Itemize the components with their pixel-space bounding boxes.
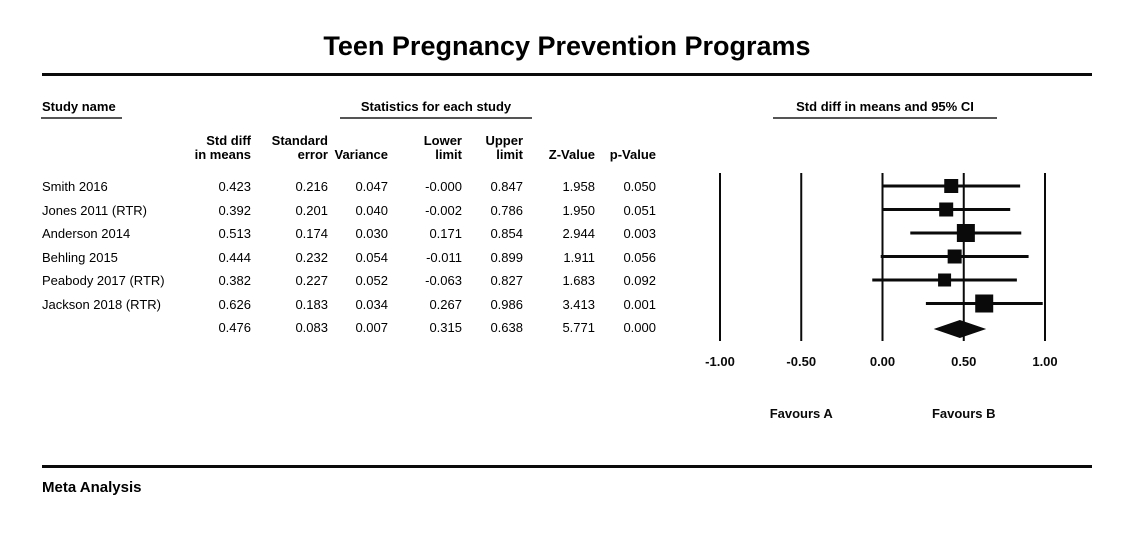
stat-value-cell: 0.050 [623,179,656,194]
column-header: Std diff in means [194,132,251,163]
column-header: Lower limit [423,132,462,163]
forest-plot-group-header: Std diff in means and 95% CI [773,99,997,119]
stat-value-cell: 0.392 [218,202,251,218]
top-rule [42,73,1092,76]
stat-value-cell: 0.083 [295,320,328,335]
column-header: Variance [334,147,389,163]
axis-tick-label: -0.50 [786,354,816,369]
stat-value-cell: -0.011 [426,249,462,265]
stat-value-cell: -0.063 [425,273,462,288]
stat-value-cell: 5.771 [562,320,595,335]
stat-value-cell: 0.444 [218,249,251,265]
stat-value-cell: 0.423 [218,179,251,194]
stat-value-cell: 0.232 [295,249,328,265]
favours-right-label: Favours B [932,406,996,421]
axis-tick-label: 1.00 [1032,354,1057,369]
stat-value-cell: 0.827 [490,273,523,288]
stat-value-cell: 0.007 [355,320,388,335]
stat-value-cell: 0.513 [218,226,251,241]
stat-value-cell: 0.986 [490,296,523,312]
effect-size-square [947,249,962,264]
axis-tick-label: -1.00 [705,354,735,369]
favours-left-label: Favours A [770,406,834,421]
bottom-rule [42,465,1092,468]
report-title: Teen Pregnancy Prevention Programs [323,31,811,61]
stat-value-cell: -0.000 [425,179,462,194]
study-name-cell: Anderson 2014 [42,226,131,241]
column-header: Z-Value [548,147,595,163]
stat-value-cell: 0.171 [429,226,462,241]
stat-value-cell: 0.267 [429,296,462,312]
study-name-cell: Behling 2015 [42,249,118,265]
stat-value-cell: 0.626 [218,296,251,312]
study-name-cell: Jones 2011 (RTR) [42,202,148,218]
study-name-cell: Peabody 2017 (RTR) [42,273,165,288]
stat-value-cell: 0.030 [355,226,388,241]
stat-value-cell: 2.944 [562,226,595,241]
effect-size-square [975,294,994,313]
stat-value-cell: 0.786 [490,202,523,218]
stat-value-cell: 0.854 [490,226,523,241]
study-name-cell: Jackson 2018 (RTR) [42,296,161,312]
stat-value-cell: 0.183 [295,296,328,312]
forest-plot: -1.00 -0.50 0.00 0.50 1.00 Favours A Favours B [705,173,1058,421]
column-header-spacer [40,163,155,175]
column-header: Standard error [271,132,328,163]
stat-value-cell: 0.227 [295,273,328,288]
stat-value-cell: 0.047 [355,179,388,194]
study-name-cell: Smith 2016 [42,179,108,194]
stat-value-cell: 0.003 [623,226,656,241]
stat-value-cell: 0.001 [623,296,656,312]
stat-value-cell: 0.216 [295,179,328,194]
stat-value-cell: 0.174 [295,226,328,241]
stat-value-cell: 1.683 [562,273,595,288]
stat-value-cell: 0.315 [429,320,462,335]
column-header: p-Value [609,147,656,163]
footer-label: Meta Analysis [42,479,142,496]
stat-value-cell: 1.950 [562,202,595,218]
stat-value-cell: 0.056 [623,249,656,265]
effect-size-square [938,273,952,287]
stat-value-cell: 0.092 [623,273,656,288]
effect-size-square [944,179,959,193]
summary-diamond [933,320,987,338]
stat-value-cell: 0.899 [490,249,523,265]
stat-value-cell: 0.040 [355,202,388,218]
stat-value-cell: 3.413 [562,296,595,312]
axis-tick-label: 0.50 [951,354,976,369]
stat-value-cell: 0.638 [490,320,523,335]
stat-value-cell: 0.201 [295,202,328,218]
stat-value-cell: 0.051 [623,202,656,218]
stat-value-cell: 0.382 [218,273,251,288]
statistics-table: Std diff in means Standard error Variance L… [40,120,656,340]
stat-value-cell: 1.911 [563,249,595,265]
stat-value-cell: 0.000 [623,320,656,335]
stat-value-cell: 0.034 [355,296,388,312]
study-name-column-header: Study name [41,99,122,119]
effect-size-square [939,202,954,217]
stat-value-cell: 0.054 [355,249,388,265]
column-header: Upper limit [485,132,523,163]
stat-value-cell: 0.476 [218,320,251,335]
stat-value-cell: 0.847 [490,179,523,194]
stat-value-cell: -0.002 [425,202,462,218]
stat-value-cell: 0.052 [355,273,388,288]
statistics-group-header: Statistics for each study [340,99,532,119]
study-name-cell [40,316,155,340]
axis-tick-label: 0.00 [870,354,895,369]
effect-size-square [956,224,975,242]
stat-value-cell: 1.958 [562,179,595,194]
